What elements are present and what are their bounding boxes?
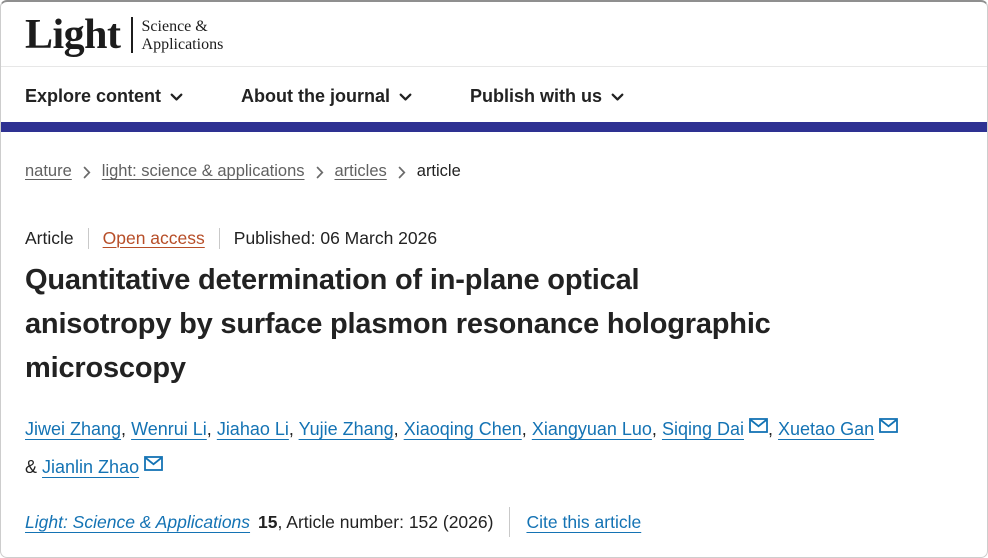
email-icon[interactable] <box>879 418 899 439</box>
breadcrumb-articles[interactable]: articles <box>334 162 387 180</box>
breadcrumb-nature[interactable]: nature <box>25 162 72 180</box>
author-link[interactable]: Xiangyuan Luo <box>531 419 652 439</box>
article-title-line2: anisotropy by surface plasmon resonance … <box>25 308 771 340</box>
author-link[interactable]: Xiaoqing Chen <box>403 419 522 439</box>
author-separator: , <box>288 419 294 439</box>
breadcrumb-current: article <box>416 162 461 180</box>
article-meta: Article Open access Published: 06 March … <box>25 228 963 249</box>
journal-link[interactable]: Light: Science & Applications <box>25 511 251 532</box>
chevron-down-icon <box>170 86 183 107</box>
author-link[interactable]: Siqing Dai <box>661 419 744 439</box>
logo-divider <box>130 17 133 53</box>
breadcrumb-journal[interactable]: light: science & applications <box>101 162 305 180</box>
open-access-link[interactable]: Open access <box>102 228 205 248</box>
nav-publish-with-us[interactable]: Publish with us <box>470 86 624 107</box>
author-item: Yujie Zhang, <box>299 419 399 439</box>
author-separator: , <box>768 419 774 439</box>
author-ampersand: & <box>25 457 38 477</box>
author-item: Wenrui Li, <box>131 419 212 439</box>
author-list: Jiwei Zhang, Wenrui Li, Jiahao Li, Yujie… <box>25 410 963 486</box>
chevron-down-icon <box>399 86 412 107</box>
separator-bar <box>509 507 511 537</box>
nav-explore-content[interactable]: Explore content <box>25 86 183 107</box>
author-item: Xuetao Gan <box>778 418 899 439</box>
author-link[interactable]: Xuetao Gan <box>778 419 875 439</box>
citation-line: Light: Science & Applications 15 , Artic… <box>25 507 963 537</box>
nav-explore-content-label: Explore content <box>25 86 162 106</box>
author-link[interactable]: Yujie Zhang <box>298 419 394 439</box>
cite-this-article-link[interactable]: Cite this article <box>526 511 642 532</box>
article-title-line3: microscopy <box>25 352 186 384</box>
journal-accent-band <box>1 122 987 132</box>
author-link[interactable]: Jiwei Zhang <box>25 419 122 439</box>
breadcrumb: nature light: science & applications art… <box>25 162 963 181</box>
author-link[interactable]: Wenrui Li <box>131 419 207 439</box>
main-nav: Explore content About the journal Publis… <box>1 67 987 122</box>
author-separator: , <box>393 419 399 439</box>
author-link[interactable]: Jiahao Li <box>216 419 289 439</box>
nav-publish-with-us-label: Publish with us <box>470 86 603 106</box>
journal-logo[interactable]: Light Science & Applications <box>25 12 223 58</box>
author-item: Xiangyuan Luo, <box>532 419 657 439</box>
chevron-down-icon <box>611 86 624 107</box>
author-separator: , <box>521 419 527 439</box>
author-separator: , <box>121 419 127 439</box>
journal-masthead: Light Science & Applications <box>1 2 987 67</box>
author-item: Jiwei Zhang, <box>25 419 126 439</box>
author-separator: , <box>206 419 212 439</box>
logo-subtitle-line2: Applications <box>141 36 224 53</box>
article-header-content: nature light: science & applications art… <box>1 162 987 537</box>
volume-number: 15 <box>258 511 278 532</box>
email-icon[interactable] <box>144 456 163 477</box>
logo-subtitle-line1: Science & <box>141 18 208 35</box>
author-item: Jiahao Li, <box>217 419 294 439</box>
author-item: & Jianlin Zhao <box>25 456 163 477</box>
author-item: Xiaoqing Chen, <box>404 419 527 439</box>
article-title-line1: Quantitative determination of in-plane o… <box>25 264 640 296</box>
logo-title: Light <box>25 12 121 58</box>
chevron-right-icon <box>83 165 91 179</box>
nav-about-the-journal[interactable]: About the journal <box>241 86 412 107</box>
published-date: Published: 06 March 2026 <box>233 228 438 248</box>
chevron-right-icon <box>316 165 324 179</box>
separator-bar <box>87 228 89 249</box>
logo-subtitle: Science & Applications <box>142 16 224 54</box>
author-separator: , <box>651 419 657 439</box>
article-number-text: , Article number: 152 (2026) <box>277 511 494 532</box>
nav-about-the-journal-label: About the journal <box>241 86 391 106</box>
email-icon[interactable] <box>749 418 768 439</box>
chevron-right-icon <box>398 165 406 179</box>
author-link[interactable]: Jianlin Zhao <box>42 457 140 477</box>
article-type-label: Article <box>25 228 74 248</box>
separator-bar <box>218 228 220 249</box>
author-item: Siqing Dai, <box>661 418 774 439</box>
article-title: Quantitative determination of in-plane o… <box>25 258 963 390</box>
